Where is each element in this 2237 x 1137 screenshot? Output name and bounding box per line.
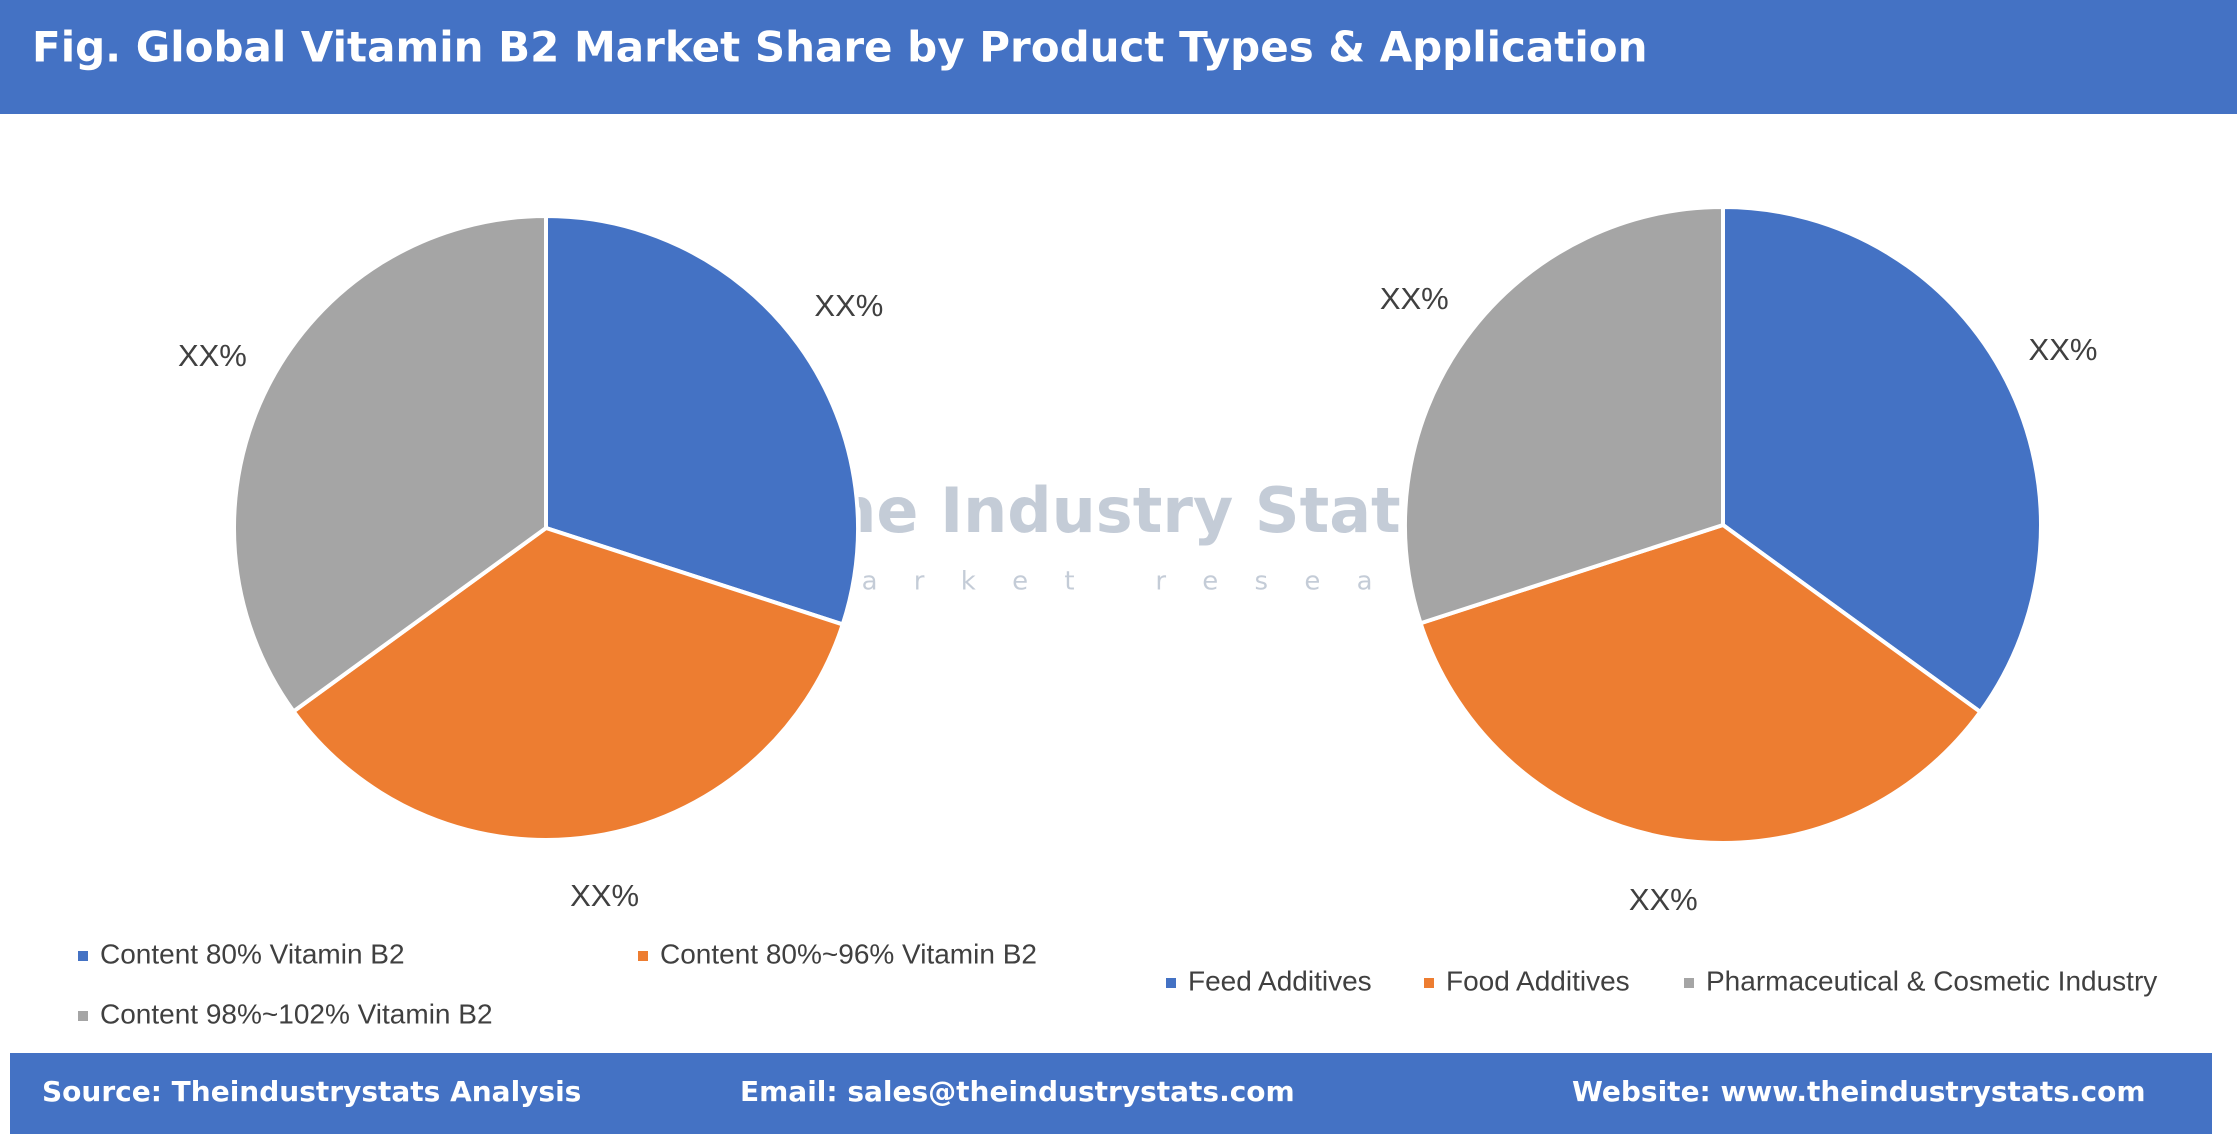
footer-source: Source: Theindustrystats Analysis (42, 1075, 581, 1108)
pie-slice (290, 525, 846, 842)
legend-label: Content 98%~102% Vitamin B2 (100, 998, 493, 1029)
watermark-name: The Industry Stats (790, 474, 1438, 547)
legend-swatch (78, 951, 88, 961)
header-bar (0, 0, 2237, 114)
data-label: XX% (2029, 332, 2098, 367)
footer-website: Website: www.theindustrystats.com (1572, 1075, 2146, 1108)
pie-slice (1418, 522, 1984, 845)
legend-label: Feed Additives (1188, 965, 1372, 996)
legend-swatch (638, 951, 648, 961)
watermark-tagline: m a r k e t r e s e a r c h (800, 567, 1537, 597)
footer-email: Email: sales@theindustrystats.com (740, 1075, 1295, 1108)
legend-label: Content 80% Vitamin B2 (100, 938, 405, 969)
footer-bar (10, 1053, 2212, 1134)
data-label: XX% (1380, 281, 1449, 316)
legend-swatch (1684, 978, 1694, 988)
legend-label: Food Additives (1446, 965, 1630, 996)
pie-slice (1403, 204, 1725, 626)
legend-swatch (1424, 978, 1434, 988)
data-label: XX% (814, 288, 883, 323)
pie-slice (232, 213, 548, 715)
data-label: XX% (178, 338, 247, 373)
legend-swatch (1166, 978, 1176, 988)
legend-label: Pharmaceutical & Cosmetic Industry (1706, 965, 2157, 996)
legend-label: Content 80%~96% Vitamin B2 (660, 938, 1037, 969)
pie-slice (544, 213, 860, 627)
watermark: The Industry Stats m a r k e t r e s e a… (623, 470, 1537, 600)
pie-slice (1721, 204, 2043, 715)
page-title: Fig. Global Vitamin B2 Market Share by P… (32, 23, 1647, 72)
legend-swatch (78, 1011, 88, 1021)
data-label: XX% (570, 878, 639, 913)
data-label: XX% (1629, 882, 1698, 917)
